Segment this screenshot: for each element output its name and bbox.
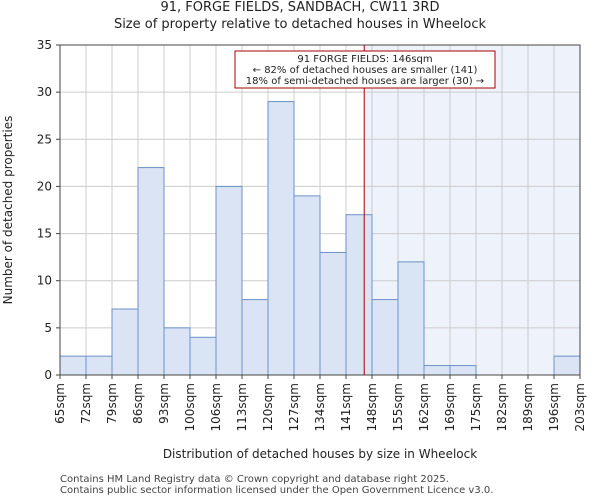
histogram-bar	[215, 185, 243, 376]
histogram-bar	[85, 355, 113, 376]
footer-attribution-2: Contains public sector information licen…	[60, 485, 494, 496]
histogram-bar	[111, 308, 139, 376]
histogram-bar	[163, 327, 191, 376]
y-tick-label: 10	[37, 274, 52, 288]
x-tick-label: 93sqm	[157, 383, 171, 424]
x-tick-label: 86sqm	[131, 383, 145, 424]
x-tick-label: 65sqm	[53, 383, 67, 424]
histogram-bar	[241, 299, 269, 376]
histogram-bar	[397, 261, 425, 376]
x-tick-label: 189sqm	[521, 383, 535, 431]
y-tick-label: 30	[37, 85, 52, 99]
chart-title: 91, FORGE FIELDS, SANDBACH, CW11 3RD	[160, 0, 440, 15]
y-axis-label: Number of detached properties	[1, 116, 15, 305]
x-tick-label: 127sqm	[287, 383, 301, 431]
annotation-line: ← 82% of detached houses are smaller (14…	[253, 65, 478, 76]
x-tick-label: 175sqm	[469, 383, 483, 431]
histogram-chart: 0 5 10 15 20 25 30 35 65sqm 72sqm 79sqm 86sqm 93sqm 1…	[1, 38, 587, 461]
histogram-bar	[423, 365, 451, 376]
marker-layer: 91 FORGE FIELDS: 146sqm← 82% of detached…	[234, 45, 496, 375]
x-tick-label: 106sqm	[209, 383, 223, 431]
histogram-bar	[137, 167, 165, 376]
axes: 0 5 10 15 20 25 30 35 65sqm 72sqm 79sqm 86sqm 93sqm 1…	[1, 38, 587, 461]
x-tick-label: 148sqm	[365, 383, 379, 431]
footer-attribution-1: Contains HM Land Registry data © Crown c…	[60, 474, 449, 485]
x-tick-label: 113sqm	[235, 383, 249, 431]
histogram-bar	[371, 299, 399, 376]
x-tick-label: 169sqm	[443, 383, 457, 431]
x-tick-label: 155sqm	[391, 383, 405, 431]
histogram-bar	[319, 251, 347, 376]
histogram-bar	[553, 355, 581, 376]
histogram-bar	[345, 214, 373, 376]
annotation-line: 18% of semi-detached houses are larger (…	[246, 76, 484, 87]
x-tick-label: 203sqm	[573, 383, 587, 431]
histogram-bar	[59, 355, 87, 376]
x-tick-label: 162sqm	[417, 383, 431, 431]
y-tick-label: 35	[37, 38, 52, 52]
x-tick-label: 100sqm	[183, 383, 197, 431]
y-tick-label: 25	[37, 132, 52, 146]
annotation-line: 91 FORGE FIELDS: 146sqm	[297, 54, 432, 65]
y-tick-label: 5	[44, 321, 52, 335]
x-tick-label: 134sqm	[313, 383, 327, 431]
x-tick-label: 79sqm	[105, 383, 119, 424]
x-tick-label: 72sqm	[79, 383, 93, 424]
chart-subtitle: Size of property relative to detached ho…	[113, 17, 487, 32]
histogram-bar	[293, 195, 321, 376]
histogram-bar	[189, 336, 217, 376]
x-tick-label: 182sqm	[495, 383, 509, 431]
bars	[59, 101, 581, 376]
x-tick-label: 141sqm	[339, 383, 353, 431]
annotation-box	[234, 50, 496, 89]
x-tick-label: 196sqm	[547, 383, 561, 431]
x-tick-label: 120sqm	[261, 383, 275, 431]
x-axis-label: Distribution of detached houses by size …	[163, 447, 477, 461]
y-tick-label: 15	[37, 227, 52, 241]
histogram-bar	[267, 101, 295, 376]
histogram-bar	[449, 365, 477, 376]
y-tick-label: 0	[44, 368, 52, 382]
y-tick-label: 20	[37, 179, 52, 193]
